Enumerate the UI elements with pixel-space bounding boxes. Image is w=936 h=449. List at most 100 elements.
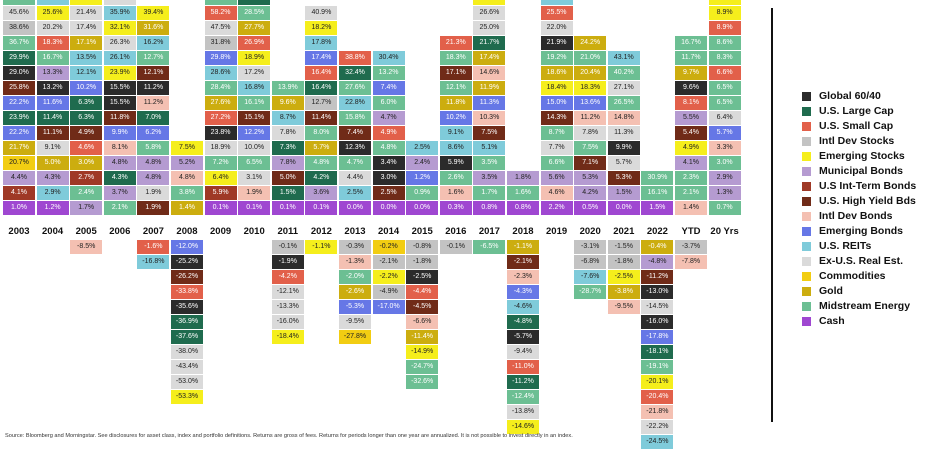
year-label: 2021 [613,226,635,237]
return-cell: 0.8% [473,201,506,215]
legend-swatch [802,152,811,161]
return-cell: 58.2% [204,6,237,20]
return-cell: 5.6% [540,171,573,185]
year-label: 2020 [579,226,601,237]
return-cell: 2.1% [103,201,136,215]
return-cell: -4.8% [507,315,539,329]
return-cell: 4.7% [372,111,405,125]
return-cell: -0.4% [641,240,674,254]
return-cell: -2.1% [372,255,405,269]
return-cell: 25.5% [540,6,573,20]
return-cell: 11.4% [305,111,338,125]
return-cell: 0.9% [406,186,439,200]
return-cell: 26.9% [238,36,271,50]
return-cell: 18.9% [204,141,237,155]
return-cell: -14.6% [507,420,539,434]
return-cell: 4.9% [675,141,707,155]
year-column-2016: 21.3% 18.3% 17.1% 12.1% 11.8% 10.2% 9.1% 8.6% 5.… [439,0,472,448]
return-cell: 23.9% [103,66,136,80]
return-cell: -2.6% [339,285,371,299]
return-cell: 1.2% [36,201,69,215]
return-cell: 4.4% [3,171,35,185]
return-cell: -13.3% [271,300,304,314]
return-cell: 1.9% [238,186,271,200]
return-cell: -16.8% [137,255,170,269]
return-cell: 3.5% [473,171,506,185]
legend-item-hy: U.S. High Yield Bds [802,194,932,209]
return-cell: 13.2% [36,81,69,95]
return-cell: -1.5% [607,240,640,254]
return-cell: -4.4% [406,285,439,299]
return-cell: 38.6% [3,21,35,35]
return-cell: 11.2% [137,96,170,110]
return-cell: 12.3% [339,141,371,155]
return-cell: 17.4% [305,51,338,65]
return-cell: 21.0% [574,51,607,65]
return-cell: 13.9% [271,81,304,95]
legend-item-ussc: U.S. Small Cap [802,119,932,134]
return-cell: 4.3% [103,171,136,185]
legend-swatch [802,197,811,206]
return-cell: 27.6% [339,81,371,95]
legend-swatch [802,272,811,281]
legend-item-g6040: Global 60/40 [802,89,932,104]
return-cell: 1.4% [675,201,707,215]
return-cell: -28.7% [574,285,607,299]
legend-label: Emerging Bonds [819,225,904,237]
return-cell: 17.4% [473,51,506,65]
year-label: 2007 [142,226,164,237]
return-cell: 5.0% [36,156,69,170]
return-cell: 5.8% [137,141,170,155]
return-cell: 0.1% [305,201,338,215]
legend-swatch [802,242,811,251]
return-cell: 5.9% [204,186,237,200]
return-cell: 7.0% [137,111,170,125]
year-label: 2008 [176,226,198,237]
legend-swatch [802,302,811,311]
return-cell: 6.4% [204,171,237,185]
return-cell: -11.0% [507,360,539,374]
return-cell: 19.2% [540,51,573,65]
source-footnote: Source: Bloomberg and Morningstar. See d… [5,433,573,439]
return-cell: 13.3% [36,66,69,80]
return-cell: 2.5% [372,186,405,200]
return-cell: -33.8% [171,285,203,299]
year-label: 2009 [210,226,232,237]
return-cell: 11.6% [36,96,69,110]
return-cell: 2.1% [675,186,707,200]
return-cell: 2.2% [540,201,573,215]
return-cell: 4.9% [70,126,103,140]
return-cell: 15.5% [103,96,136,110]
return-cell: -11.2% [641,270,674,284]
year-column-2006: 45.6%35.9%32.1%26.3%26.1%23.9%15.5%15.5%… [103,0,136,448]
legend-label: U.S Int-Term Bonds [819,180,917,192]
return-cell: -4.5% [406,300,439,314]
return-cell: 8.1% [103,141,136,155]
return-cell: 6.6% [708,66,741,80]
year-label: YTD [681,226,701,237]
return-cell: 5.2% [171,156,203,170]
legend-swatch [802,122,811,131]
return-cell: 8.7% [271,111,304,125]
return-cell: 7.2% [204,156,237,170]
return-cell: 14.8% [607,111,640,125]
return-cell: 9.6% [271,96,304,110]
return-cell: 2.5% [339,186,371,200]
return-cell: 17.2% [238,66,271,80]
return-cell: 5.7% [708,126,741,140]
return-cell: 20.4% [574,66,607,80]
return-cell: 12.1% [439,81,472,95]
legend: Global 60/40 U.S. Large Cap U.S. Small Cap… [802,89,932,329]
legend-swatch [802,107,811,116]
return-cell: 20.7% [3,156,35,170]
return-cell: 3.1% [238,171,271,185]
return-cell: 28.6% [204,66,237,80]
return-cell: -19.1% [641,360,674,374]
legend-swatch [802,137,811,146]
return-cell: 23.9% [3,111,35,125]
return-cell: 7.1% [574,156,607,170]
return-cell: -6.6% [406,315,439,329]
return-cell: 29.9% [3,51,35,65]
return-cell: 9.6% [675,81,707,95]
